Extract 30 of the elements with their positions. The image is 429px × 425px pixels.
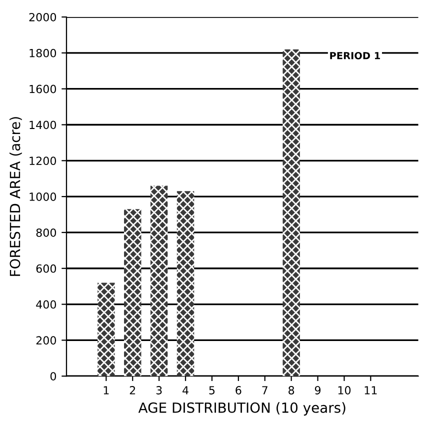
bar [282, 49, 300, 376]
y-tick-label: 600 [36, 264, 56, 273]
y-tick-label: 1800 [30, 48, 56, 58]
x-tick-label: 6 [236, 386, 242, 394]
x-tick-label: 10 [338, 386, 351, 394]
y-tick-label: 2000 [29, 12, 56, 22]
x-tick-label: 9 [314, 386, 321, 394]
y-tick-label: 200 [36, 336, 56, 345]
y-tick-label: 0 [50, 372, 56, 381]
bar [124, 209, 142, 376]
x-tick-label: 11 [364, 386, 377, 394]
y-tick-label: 1400 [30, 120, 56, 130]
annotation: PERIOD 1 [330, 52, 380, 60]
bar [176, 191, 194, 376]
x-tick-label: 1 [104, 386, 109, 394]
y-tick-label: 1600 [30, 84, 56, 94]
y-tick-label: 400 [36, 300, 56, 309]
x-tick-label: 5 [209, 386, 215, 394]
bar [98, 282, 115, 376]
x-tick-label: 2 [130, 386, 136, 394]
x-tick-label: 7 [262, 386, 268, 394]
x-axis-title: AGE DISTRIBUTION (10 years) [138, 402, 346, 416]
y-tick-label: 1200 [30, 156, 56, 166]
y-tick-label: 1000 [30, 192, 56, 201]
bar [150, 186, 168, 376]
y-axis-title: FORESTED AREA (acre) [10, 117, 22, 276]
x-tick-label: 8 [288, 386, 294, 394]
y-tick-label: 800 [36, 228, 56, 237]
x-tick-label: 3 [156, 386, 162, 394]
x-tick-label: 4 [182, 386, 188, 394]
